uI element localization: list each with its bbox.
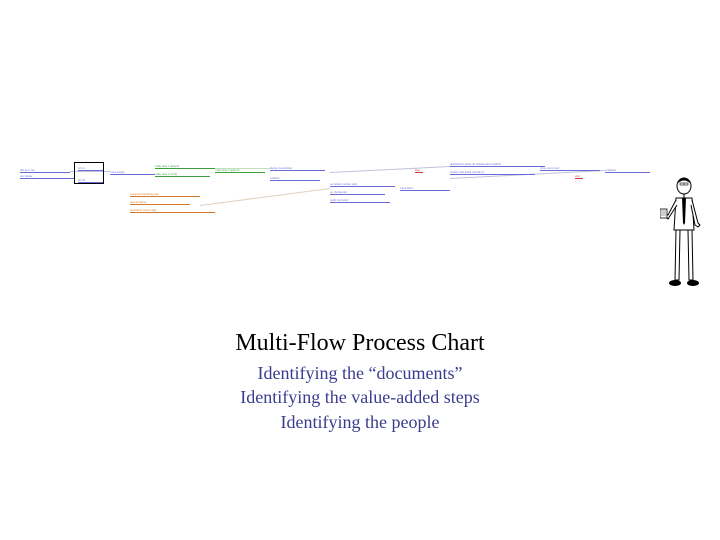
flow-segment: distribution phase all stakeholders noti… [450, 162, 545, 167]
flow-segment: rework queue [130, 200, 190, 205]
flow-segment: value step 2 verify [155, 172, 210, 177]
flow-segment: archive and index repository [450, 170, 535, 175]
flow-segment: doc intake [20, 174, 75, 179]
flow-segment: end [575, 174, 583, 179]
chart-title: Multi-Flow Process Chart [0, 330, 720, 357]
flow-segment: audit trail entry [330, 198, 390, 203]
flow-segment: value step 3 approve [215, 168, 265, 173]
flow-segment: secondary review path [330, 182, 395, 187]
subtitle-2: Identifying the value-added steps [0, 385, 720, 409]
connector-line [330, 166, 450, 173]
connector-line [200, 188, 330, 206]
subtitle-3: Identifying the people [0, 410, 720, 434]
person-illustration [660, 175, 705, 290]
flow-segment: route assign [110, 170, 155, 175]
flow-segment: init proc req [20, 168, 70, 173]
flow-segment: value step 1 analyze [155, 164, 215, 169]
flow-segment: merge consolidate [270, 166, 325, 171]
process-chart-region: init proc reqdoc intakerev Arev Broute a… [20, 160, 660, 245]
highlight-box [74, 162, 104, 184]
flow-segment: validate [270, 176, 320, 181]
subtitle-1: Identifying the “documents” [0, 361, 720, 385]
flow-segment: flag [415, 168, 423, 173]
flow-segment: complete [605, 168, 650, 173]
flow-segment: route final [400, 186, 450, 191]
text-block: Multi-Flow Process Chart Identifying the… [0, 330, 720, 434]
flow-segment: exception handling path [130, 192, 200, 197]
flow-segment: close out record [540, 166, 600, 171]
flow-segment: qc checkpoint [330, 190, 385, 195]
flow-segment: escalation review mgr [130, 208, 215, 213]
